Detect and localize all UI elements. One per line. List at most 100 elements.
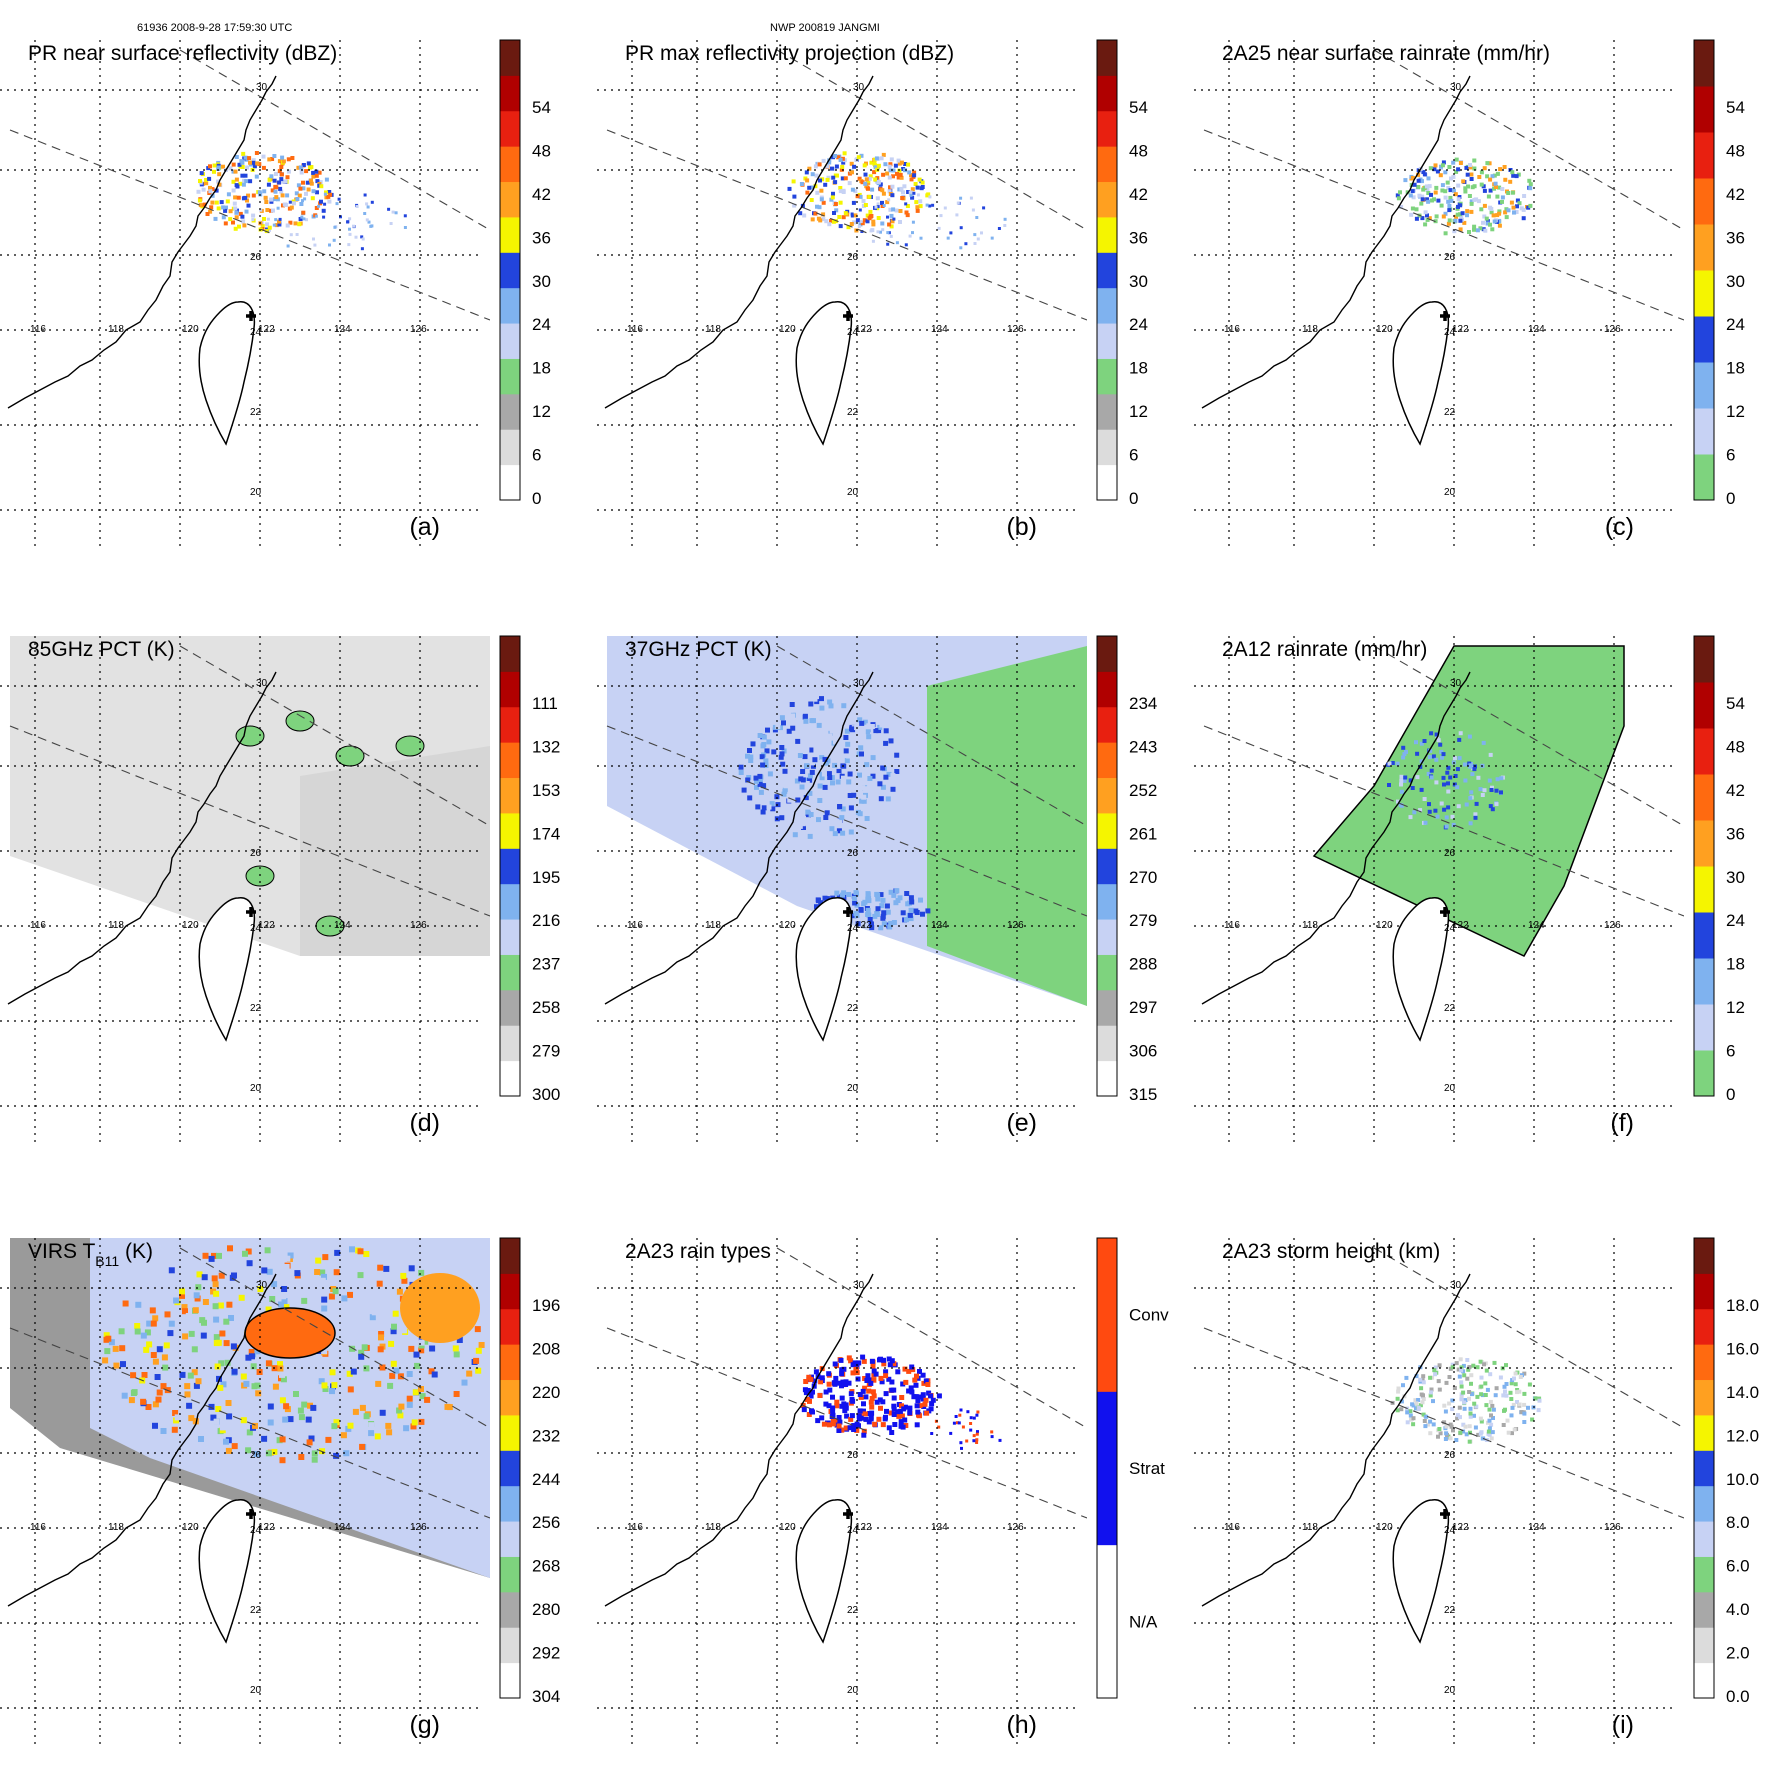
lon-label: 116 (30, 920, 46, 931)
lon-label: 126 (1007, 324, 1024, 335)
colorbar-frame (1096, 635, 1118, 1097)
colorbar-band (1694, 682, 1714, 729)
colorbar-band (500, 252, 520, 289)
colorbar-tick-label: 195 (532, 868, 560, 887)
lon-label: 122 (855, 920, 872, 931)
lon-label: 126 (1007, 920, 1024, 931)
colorbar-frame (499, 635, 521, 1097)
colorbar-band (500, 848, 520, 885)
colorbar-tick-label: 54 (1726, 98, 1745, 117)
lat-label: 24 (250, 923, 262, 934)
lon-label: 116 (1224, 1522, 1240, 1533)
colorbar-band (1097, 252, 1117, 289)
panel-d-label: (d) (409, 1109, 440, 1137)
colorbar-tick-label: 18 (1129, 359, 1148, 378)
lon-label: 116 (627, 324, 643, 335)
lon-label: 120 (779, 920, 796, 931)
colorbar-band (1694, 270, 1714, 317)
colorbar-tick-label: 256 (532, 1513, 560, 1532)
colorbar-tick-label: 2.0 (1726, 1644, 1750, 1663)
lat-label: 22 (1444, 1605, 1456, 1616)
colorbar-tick-label: 54 (532, 98, 551, 117)
lat-label: 30 (853, 82, 865, 93)
colorbar-frame (1693, 39, 1715, 501)
lon-label: 120 (182, 1522, 199, 1533)
lon-label: 116 (1224, 324, 1240, 335)
panel-e-title: 37GHz PCT (K) (625, 638, 772, 661)
lon-label: 118 (705, 920, 721, 931)
colorbar-tick-label: 30 (1129, 272, 1148, 291)
colorbar-band (500, 919, 520, 955)
lat-label: 20 (847, 1083, 859, 1094)
lon-label: 118 (108, 1522, 124, 1533)
panel-h: 116 118 120 122 124 126 20 22 24 26 30 2A23 rain ty… (597, 1237, 1169, 1748)
lat-label: 26 (847, 252, 859, 263)
colorbar-band (1694, 1050, 1714, 1097)
colorbar-tick-label: 315 (1129, 1085, 1157, 1104)
lon-label: 120 (779, 1522, 796, 1533)
colorbar-tick-label: 196 (532, 1296, 560, 1315)
lat-label: 22 (847, 1605, 859, 1616)
panel-f-label: (f) (1610, 1109, 1634, 1137)
panel-d: 116 118 120 122 124 126 20 22 24 26 30 85GHz PCT (K… (0, 635, 560, 1146)
lat-label: 30 (256, 1280, 268, 1291)
lat-label: 26 (250, 252, 262, 263)
colorbar-tick-label: 304 (532, 1687, 560, 1706)
colorbar-band (1694, 912, 1714, 959)
lon-label: 124 (931, 324, 948, 335)
lon-label: 120 (1376, 1522, 1393, 1533)
colorbar-band (500, 706, 520, 743)
colorbar-band (500, 323, 520, 359)
colorbar-band (500, 671, 520, 708)
lon-label: 116 (1224, 920, 1240, 931)
colorbar-band (500, 1308, 520, 1345)
colorbar-tick-label: 8.0 (1726, 1513, 1750, 1532)
colorbar-band (1694, 1004, 1714, 1051)
panel-h-title: 2A23 rain types (625, 1240, 771, 1263)
panel-c-map: 116 118 120 122 124 126 20 22 24 26 30 (1194, 40, 1684, 550)
colorbar-band (1097, 742, 1117, 779)
colorbar-tick-label: Strat (1129, 1459, 1165, 1478)
colorbar-band (1694, 40, 1714, 87)
lat-label: 30 (256, 678, 268, 689)
lat-label: 22 (1444, 407, 1456, 418)
colorbar-frame (1096, 39, 1118, 501)
lon-label: 122 (1452, 1522, 1469, 1533)
lon-label: 118 (705, 1522, 721, 1533)
lon-label: 116 (30, 1522, 46, 1533)
colorbar-tick-label: 0 (1726, 489, 1735, 508)
colorbar-band (1097, 358, 1117, 395)
colorbar-band (500, 1025, 520, 1062)
lat-label: 26 (1444, 1450, 1456, 1461)
colorbar-tick-label: 42 (532, 185, 551, 204)
lat-label: 20 (1444, 1083, 1456, 1094)
panel-d-title: 85GHz PCT (K) (28, 638, 175, 661)
colorbar-band (500, 146, 520, 183)
lon-label: 122 (1452, 324, 1469, 335)
colorbar-frame (1693, 1237, 1715, 1699)
colorbar-band (1097, 40, 1117, 76)
lon-label: 118 (705, 324, 721, 335)
colorbar-tick-label: 30 (532, 272, 551, 291)
colorbar-band (500, 989, 520, 1026)
lon-label: 126 (1604, 920, 1621, 931)
colorbar-band (1694, 224, 1714, 271)
lat-label: 24 (250, 327, 262, 338)
panel-i-title: 2A23 storm height (km) (1222, 1240, 1440, 1263)
colorbar-tick-label: 244 (532, 1470, 560, 1489)
lat-label: 20 (847, 1685, 859, 1696)
colorbar-band (500, 1485, 520, 1522)
colorbar-band (1694, 1591, 1714, 1628)
colorbar-tick-label: 111 (532, 694, 558, 713)
lat-label: 20 (250, 487, 262, 498)
lon-label: 120 (779, 324, 796, 335)
colorbar-tick-label: 268 (532, 1557, 560, 1576)
panel-f-title: 2A12 rainrate (mm/hr) (1222, 638, 1427, 661)
lon-label: 124 (334, 920, 351, 931)
colorbar-tick-label: 36 (1129, 228, 1148, 247)
colorbar-tick-label: 237 (532, 955, 560, 974)
lon-label: 122 (855, 1522, 872, 1533)
